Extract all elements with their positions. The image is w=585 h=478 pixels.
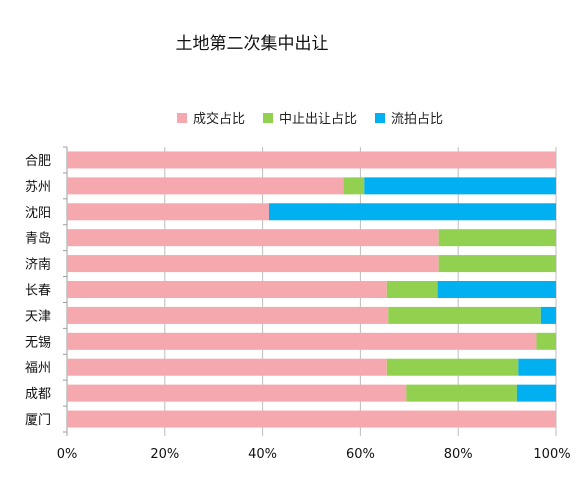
bar-济南-1 [438,255,556,273]
category-label-1: 苏州 [25,179,51,195]
bar-苏州-0 [67,177,344,195]
bar-合肥-0 [67,151,556,169]
bar-成都-0 [67,384,407,402]
tick-label-3: 60% [346,447,375,462]
category-label-7: 无锡 [25,335,51,350]
legend-swatch-0 [177,113,187,123]
bar-苏州-2 [364,177,556,195]
bar-成都-2 [516,384,556,402]
legend-swatch-2 [375,113,385,123]
category-label-6: 天津 [25,309,51,324]
legend-label-2: 流拍占比 [391,112,443,127]
bar-天津-2 [540,306,556,324]
bar-苏州-1 [343,177,365,195]
bar-福州-0 [67,358,387,376]
value-axis-tick-labels: 0% 20% 40% 60% 80% 100% [57,447,571,462]
category-label-10: 厦门 [25,413,51,428]
legend-swatch-1 [263,113,273,123]
bar-无锡-0 [67,332,537,350]
bar-无锡-1 [536,332,556,350]
category-label-0: 合肥 [25,154,51,169]
bar-青岛-1 [438,229,556,247]
tick-label-0: 0% [57,447,78,462]
bar-天津-1 [388,306,541,324]
category-label-8: 福州 [25,361,51,376]
tick-label-5: 100% [533,447,570,462]
category-label-9: 成都 [25,387,51,402]
chart-title: 土地第二次集中出让 [176,34,329,54]
legend: 成交占比 中止出让占比 流拍占比 [177,111,443,127]
tick-label-2: 40% [248,447,277,462]
bar-福州-1 [386,358,519,376]
tick-label-4: 80% [444,447,473,462]
bar-成都-1 [406,384,517,402]
category-label-3: 青岛 [25,231,51,247]
bar-长春-2 [437,281,556,298]
bar-沈阳-0 [67,203,269,221]
bar-厦门-0 [67,410,556,428]
bar-沈阳-2 [268,203,556,221]
category-label-2: 沈阳 [25,206,51,221]
bar-福州-2 [518,358,556,376]
bars [67,151,556,428]
bar-长春-0 [67,281,387,298]
category-label-4: 济南 [25,257,51,273]
bar-济南-0 [67,255,439,273]
bar-青岛-0 [67,229,439,247]
tick-label-1: 20% [150,447,179,462]
bar-天津-0 [67,306,389,324]
legend-label-1: 中止出让占比 [279,112,357,127]
bar-长春-1 [386,281,438,298]
category-label-5: 长春 [25,284,51,299]
legend-label-0: 成交占比 [193,111,245,127]
